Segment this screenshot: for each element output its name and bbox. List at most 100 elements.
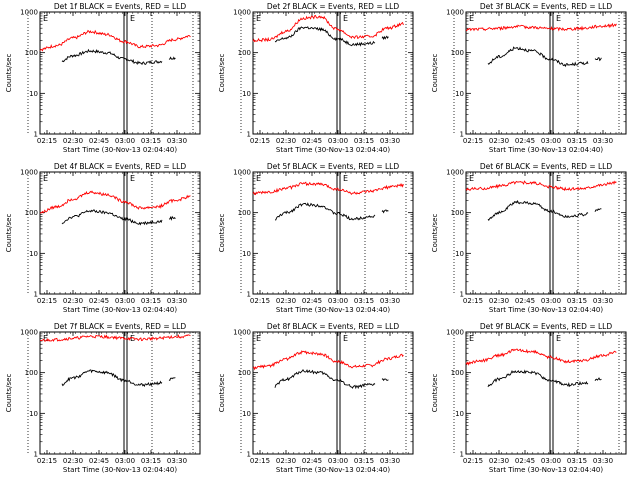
series-line-events-tail: [594, 377, 602, 382]
x-tick-label: 03:30: [380, 137, 400, 145]
chart-title: Det 5f BLACK = Events, RED = LLD: [267, 162, 400, 171]
x-tick-label: 03:00: [328, 457, 348, 465]
plot-frame: [465, 331, 627, 455]
x-tick-label: 03:30: [593, 457, 613, 465]
y-tick-label: 1: [460, 291, 464, 299]
x-tick-label: 02:45: [302, 297, 322, 305]
y-axis-label: Counts/sec: [431, 374, 439, 413]
event-marker-label: E: [43, 174, 48, 183]
event-marker-label: E: [130, 334, 135, 343]
y-tick-label: 10: [242, 410, 251, 418]
series-line-lld: [39, 29, 191, 52]
x-axis-label: Start Time (30-Nov-13 02:04:40): [489, 306, 603, 314]
series-line-events-tail: [594, 57, 602, 62]
y-axis-label: Counts/sec: [5, 374, 13, 413]
y-axis-label: Counts/sec: [218, 214, 226, 253]
y-tick-label: 1: [34, 451, 38, 459]
x-axis-label: Start Time (30-Nov-13 02:04:40): [489, 146, 603, 154]
x-tick-label: 03:30: [380, 457, 400, 465]
x-tick-label: 02:30: [489, 457, 509, 465]
event-marker-label: E: [469, 334, 474, 343]
y-tick-label: 100: [451, 49, 464, 57]
plot-frame: [465, 11, 627, 135]
chart-panel-det-7f: Det 7f BLACK = Events, RED = LLD 1 10 100 10…: [5, 322, 201, 474]
x-tick-label: 02:15: [37, 137, 57, 145]
chart-panel-det-8f: Det 8f BLACK = Events, RED = LLD 1 10 100 10…: [218, 322, 414, 474]
x-tick-label: 02:30: [489, 297, 509, 305]
x-tick-label: 03:00: [541, 137, 561, 145]
y-tick-label: 1: [460, 451, 464, 459]
x-tick-label: 03:15: [141, 457, 161, 465]
y-axis-label: Counts/sec: [218, 54, 226, 93]
event-marker-label: E: [256, 334, 261, 343]
plot-frame: [252, 11, 414, 135]
chart-title: Det 8f BLACK = Events, RED = LLD: [267, 322, 400, 331]
x-tick-label: 02:15: [463, 457, 483, 465]
chart-panel-det-2f: Det 2f BLACK = Events, RED = LLD 1 10 100 10…: [218, 2, 414, 154]
x-tick-label: 03:30: [593, 137, 613, 145]
y-tick-label: 100: [238, 49, 251, 57]
event-marker-label: E: [556, 14, 561, 23]
series-line-lld: [465, 348, 617, 366]
x-tick-label: 03:30: [380, 297, 400, 305]
x-tick-label: 03:00: [328, 297, 348, 305]
x-axis-label: Start Time (30-Nov-13 02:04:40): [276, 466, 390, 474]
series-line-lld: [252, 14, 404, 43]
x-tick-label: 02:15: [250, 457, 270, 465]
series-line-lld: [252, 350, 404, 371]
series-line-events-tail: [381, 209, 389, 214]
event-marker-label: E: [469, 14, 474, 23]
event-marker-label: E: [343, 174, 348, 183]
plot-frame: [39, 11, 201, 135]
y-tick-label: 100: [25, 209, 38, 217]
y-tick-label: 10: [242, 250, 251, 258]
plot-frame: [465, 171, 627, 295]
x-tick-label: 03:30: [167, 297, 187, 305]
chart-title: Det 3f BLACK = Events, RED = LLD: [480, 2, 613, 11]
chart-title: Det 7f BLACK = Events, RED = LLD: [54, 322, 187, 331]
x-axis-label: Start Time (30-Nov-13 02:04:40): [63, 146, 177, 154]
y-tick-label: 100: [25, 49, 38, 57]
y-tick-label: 1: [247, 451, 251, 459]
y-tick-label: 10: [455, 90, 464, 98]
x-axis-label: Start Time (30-Nov-13 02:04:40): [63, 466, 177, 474]
y-axis-label: Counts/sec: [5, 54, 13, 93]
chart-panel-det-1f: Det 1f BLACK = Events, RED = LLD 1 10 100 10…: [5, 2, 201, 154]
y-axis-label: Counts/sec: [218, 374, 226, 413]
x-axis-label: Start Time (30-Nov-13 02:04:40): [276, 146, 390, 154]
y-tick-label: 1000: [20, 169, 38, 177]
plot-frame: [252, 331, 414, 455]
x-tick-label: 03:30: [593, 297, 613, 305]
event-marker-label: E: [556, 334, 561, 343]
y-axis-label: Counts/sec: [5, 214, 13, 253]
x-tick-label: 02:45: [89, 297, 109, 305]
y-tick-label: 10: [29, 250, 38, 258]
series-line-events: [274, 26, 376, 47]
series-line-lld: [252, 181, 404, 196]
x-tick-label: 02:45: [89, 137, 109, 145]
plot-frame: [39, 331, 201, 455]
event-marker-label: E: [343, 14, 348, 23]
series-line-events-tail: [168, 215, 176, 221]
series-line-events: [487, 199, 589, 222]
y-tick-label: 1000: [233, 329, 251, 337]
x-tick-label: 03:15: [354, 457, 374, 465]
x-tick-label: 03:30: [167, 137, 187, 145]
chart-panel-det-9f: Det 9f BLACK = Events, RED = LLD 1 10 100 10…: [431, 322, 627, 474]
event-marker-label: E: [256, 174, 261, 183]
y-tick-label: 100: [25, 369, 38, 377]
y-tick-label: 1: [34, 291, 38, 299]
y-axis-label: Counts/sec: [431, 214, 439, 253]
x-tick-label: 03:15: [567, 457, 587, 465]
y-tick-label: 100: [451, 369, 464, 377]
y-tick-label: 10: [455, 250, 464, 258]
event-marker-label: E: [130, 174, 135, 183]
series-line-events-tail: [594, 208, 602, 212]
x-tick-label: 02:45: [515, 457, 535, 465]
x-tick-label: 02:30: [276, 457, 296, 465]
chart-title: Det 6f BLACK = Events, RED = LLD: [480, 162, 613, 171]
series-line-events-tail: [381, 35, 389, 41]
event-marker-label: E: [43, 14, 48, 23]
chart-title: Det 2f BLACK = Events, RED = LLD: [267, 2, 400, 11]
